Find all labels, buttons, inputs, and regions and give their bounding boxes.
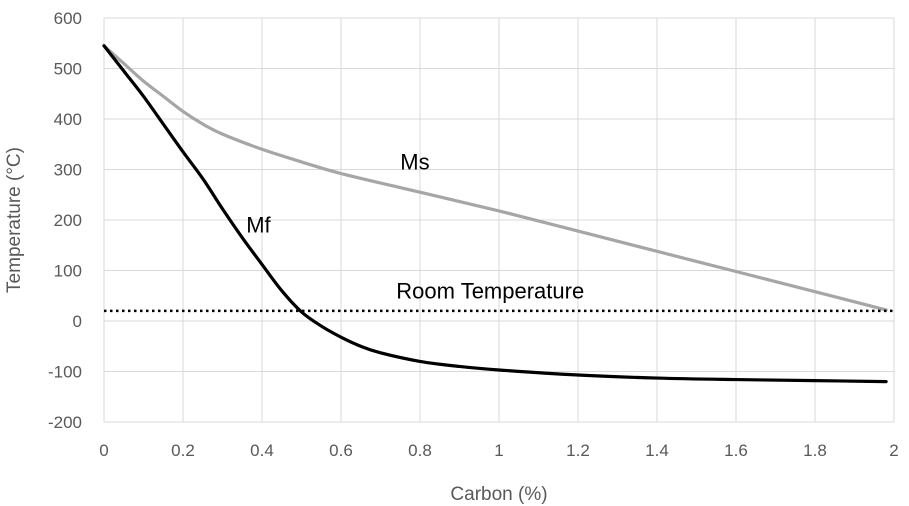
x-tick-labels: 0 0.2 0.4 0.6 0.8 1 1.2 1.4 1.6 1.8 2: [99, 441, 898, 460]
x-tick-label: 0.8: [408, 441, 432, 460]
y-tick-label: 300: [54, 161, 82, 180]
series-line-mf: [102, 44, 888, 384]
gridlines: [103, 17, 895, 423]
x-tick-label: 2: [889, 441, 898, 460]
series-group: [102, 44, 894, 384]
y-tick-labels: -200 -100 0 100 200 300 400 500 600: [48, 9, 82, 432]
x-tick-label: 1.6: [724, 441, 748, 460]
x-tick-label: 0.2: [171, 441, 195, 460]
x-tick-label: 1.2: [566, 441, 590, 460]
x-axis-title: Carbon (%): [450, 484, 547, 505]
x-tick-label: 0.6: [329, 441, 353, 460]
x-tick-label: 1.8: [803, 441, 827, 460]
x-tick-label: 1.4: [645, 441, 669, 460]
x-tick-label: 0.4: [250, 441, 274, 460]
x-tick-label: 0: [99, 441, 108, 460]
annotations: Ms Mf Room Temperature: [246, 150, 584, 304]
series-line-ms: [102, 44, 888, 312]
y-tick-label: 600: [54, 9, 82, 28]
x-tick-label: 1: [494, 441, 503, 460]
annotation-mf: Mf: [246, 213, 271, 238]
annotation-room-temperature: Room Temperature: [396, 278, 584, 303]
annotation-ms: Ms: [400, 150, 429, 175]
y-tick-label: -200: [48, 413, 82, 432]
y-tick-label: 200: [54, 211, 82, 230]
y-tick-label: -100: [48, 363, 82, 382]
y-tick-label: 500: [54, 60, 82, 79]
y-tick-label: 0: [73, 312, 82, 331]
y-axis-title: Temperature (°C): [4, 147, 25, 293]
y-tick-label: 400: [54, 110, 82, 129]
y-tick-label: 100: [54, 262, 82, 281]
